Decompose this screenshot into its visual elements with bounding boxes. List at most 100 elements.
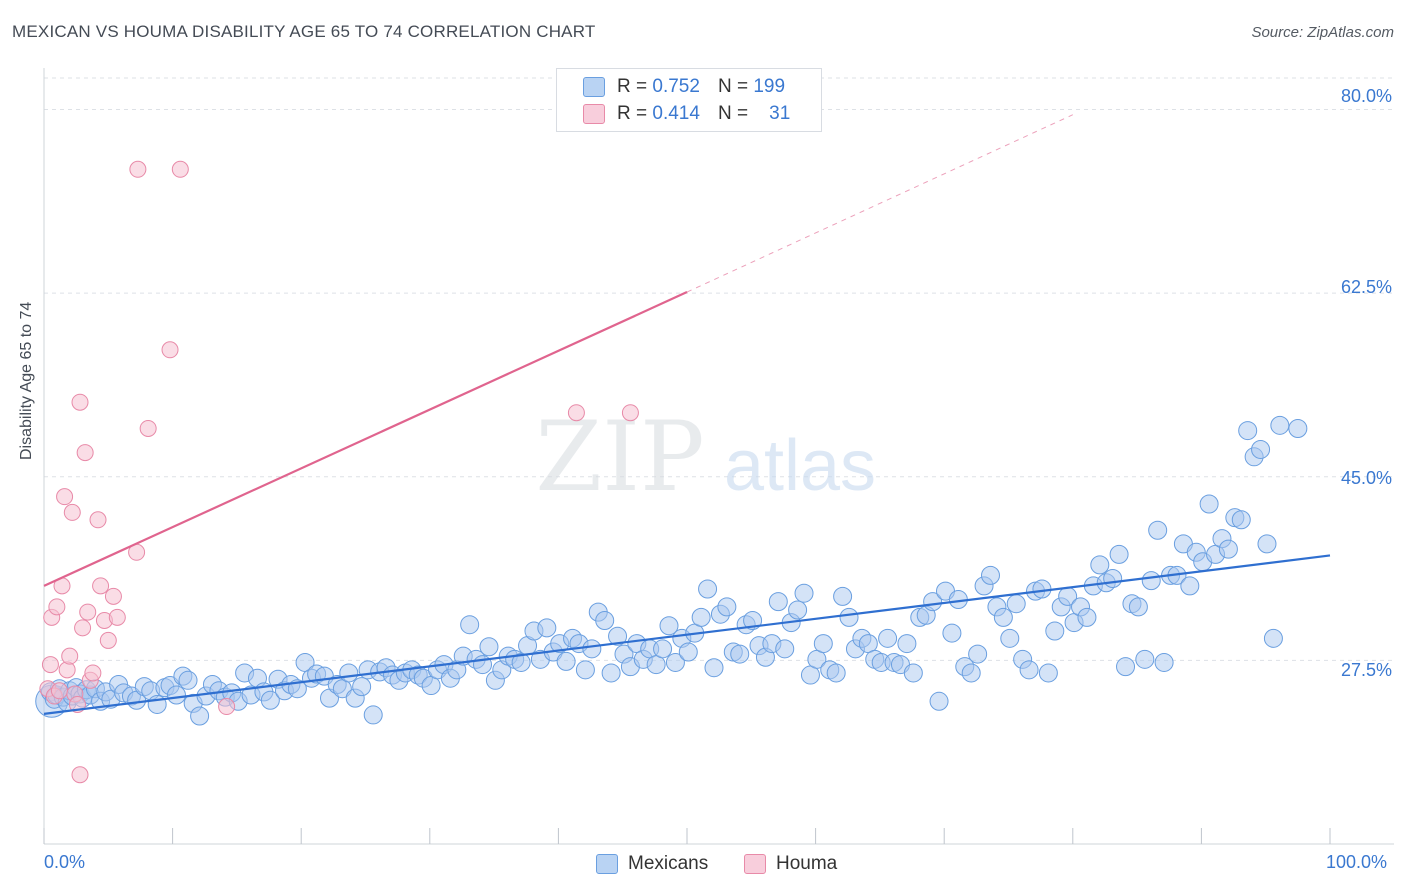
data-point-mexicans <box>1135 649 1155 669</box>
data-point-mexicans <box>582 639 602 659</box>
data-point-houma <box>56 488 74 506</box>
data-point-mexicans <box>730 644 750 664</box>
data-point-mexicans <box>1128 597 1148 617</box>
data-point-mexicans <box>1263 628 1283 648</box>
data-point-mexicans <box>1038 663 1058 683</box>
data-point-mexicans <box>1270 415 1290 435</box>
trend-line-houma-extension <box>686 114 1074 293</box>
data-point-mexicans <box>537 618 557 638</box>
data-point-houma <box>74 619 92 637</box>
data-point-mexicans <box>768 592 788 612</box>
data-point-mexicans <box>479 637 499 657</box>
data-point-houma <box>71 393 89 411</box>
data-point-mexicans <box>1077 607 1097 627</box>
data-point-mexicans <box>556 651 576 671</box>
data-point-mexicans <box>929 691 949 711</box>
data-point-houma <box>63 503 81 521</box>
data-point-mexicans <box>961 663 981 683</box>
data-point-mexicans <box>1288 418 1308 438</box>
data-point-mexicans <box>826 663 846 683</box>
legend-item-houma: Houma <box>744 852 837 876</box>
y-tick-label: 27.5% <box>1340 660 1392 680</box>
watermark-zip: ZIP <box>535 401 704 513</box>
legend-swatch-pink <box>744 854 766 874</box>
data-point-mexicans <box>993 607 1013 627</box>
x-tick-label-max: 100.0% <box>1326 852 1388 872</box>
data-point-mexicans <box>352 677 372 697</box>
data-point-mexicans <box>839 607 859 627</box>
source-label: Source: ZipAtlas.com <box>1251 24 1394 41</box>
data-point-houma <box>99 631 117 649</box>
data-point-mexicans <box>1103 569 1123 589</box>
data-point-mexicans <box>1180 576 1200 596</box>
legend-row-mexicans: R = 0.752 N = 199 <box>583 75 785 99</box>
legend-swatch-blue <box>596 854 618 874</box>
data-point-mexicans <box>1019 660 1039 680</box>
data-point-mexicans <box>678 642 698 662</box>
data-point-mexicans <box>1231 510 1251 530</box>
legend-label-houma: Houma <box>776 853 838 874</box>
data-point-mexicans <box>1218 539 1238 559</box>
data-point-houma <box>108 608 126 626</box>
data-point-houma <box>76 444 94 462</box>
data-point-mexicans <box>942 623 962 643</box>
data-point-mexicans <box>595 610 615 630</box>
data-point-houma <box>61 647 79 665</box>
data-point-mexicans <box>1000 628 1020 648</box>
data-point-houma <box>84 664 102 682</box>
data-point-mexicans <box>601 663 621 683</box>
data-point-mexicans <box>794 583 814 603</box>
data-point-houma <box>71 766 89 784</box>
data-point-houma <box>171 160 189 178</box>
data-point-houma <box>621 404 639 422</box>
data-point-mexicans <box>897 634 917 654</box>
data-point-houma <box>48 598 66 616</box>
data-point-mexicans <box>339 663 359 683</box>
series-houma <box>39 160 639 784</box>
data-point-mexicans <box>511 652 531 672</box>
data-point-mexicans <box>813 634 833 654</box>
data-point-mexicans <box>1045 621 1065 641</box>
data-point-mexicans <box>1199 494 1219 514</box>
data-point-mexicans <box>704 658 724 678</box>
data-point-houma <box>161 341 179 359</box>
data-point-mexicans <box>1116 657 1136 677</box>
legend-label-mexicans: Mexicans <box>628 853 709 874</box>
legend-n-label: N = <box>717 76 749 97</box>
x-tick-label-min: 0.0% <box>44 852 86 872</box>
data-point-houma <box>104 587 122 605</box>
data-point-mexicans <box>788 600 808 620</box>
data-point-houma <box>129 160 147 178</box>
legend-row-houma: R = 0.414 N = 31 <box>583 102 790 126</box>
data-point-mexicans <box>691 607 711 627</box>
data-point-houma <box>79 603 97 621</box>
data-point-mexicans <box>1109 544 1129 564</box>
stats-legend: R = 0.752 N = 199 R = 0.414 N = 31 <box>556 68 822 132</box>
data-point-mexicans <box>717 597 737 617</box>
data-point-mexicans <box>575 660 595 680</box>
trend-line-mexicans <box>43 554 1331 715</box>
data-point-houma <box>139 419 157 437</box>
data-point-mexicans <box>923 592 943 612</box>
data-point-mexicans <box>775 639 795 659</box>
data-point-mexicans <box>653 639 673 659</box>
legend-item-mexicans: Mexicans <box>596 852 708 876</box>
data-point-mexicans <box>878 628 898 648</box>
data-point-mexicans <box>260 690 280 710</box>
data-point-houma <box>92 577 110 595</box>
data-point-mexicans <box>190 706 210 726</box>
chart-title: MEXICAN VS HOUMA DISABILITY AGE 65 TO 74… <box>12 22 596 41</box>
data-point-mexicans <box>968 644 988 664</box>
legend-swatch-blue <box>583 77 605 97</box>
legend-r-label: R = <box>617 76 648 97</box>
y-tick-label: 62.5% <box>1340 277 1392 297</box>
legend-r-label: R = <box>617 103 648 124</box>
data-point-mexicans <box>1148 520 1168 540</box>
legend-n-value: 199 <box>753 76 786 97</box>
data-point-houma <box>50 682 68 700</box>
data-point-mexicans <box>665 652 685 672</box>
data-point-mexicans <box>1141 571 1161 591</box>
data-point-mexicans <box>1154 652 1174 672</box>
y-tick-label: 80.0% <box>1340 86 1392 106</box>
